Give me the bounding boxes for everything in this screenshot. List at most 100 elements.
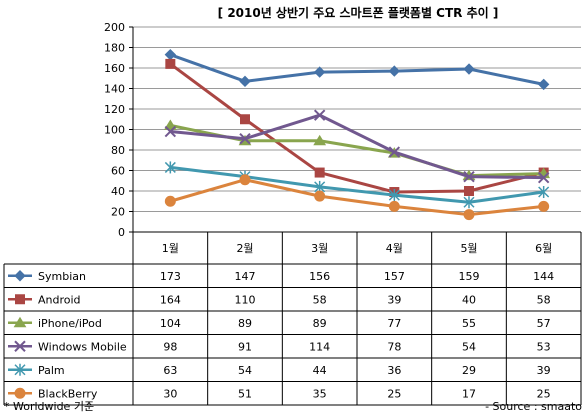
x-category-label: 5월 xyxy=(460,242,477,255)
table-cell-iphone-ipod: 89 xyxy=(313,317,327,330)
y-tick-label: 140 xyxy=(104,83,125,96)
y-tick-label: 120 xyxy=(104,103,125,116)
table-cell-android: 39 xyxy=(387,293,401,306)
footnote-left: * Worldwide 기준 xyxy=(4,400,94,413)
table-cell-symbian: 173 xyxy=(160,270,181,283)
data-point-android xyxy=(165,58,176,69)
table-cell-symbian: 144 xyxy=(533,270,554,283)
table-cell-symbian: 159 xyxy=(459,270,480,283)
legend-label-blackberry: BlackBerry xyxy=(38,387,98,400)
table-cell-symbian: 157 xyxy=(384,270,405,283)
y-tick-label: 40 xyxy=(111,185,125,198)
x-category-label: 3월 xyxy=(311,242,328,255)
data-point-palm xyxy=(388,189,400,202)
data-point-symbian xyxy=(537,78,550,91)
table-cell-windows-mobile: 78 xyxy=(387,340,401,353)
table-cell-iphone-ipod: 77 xyxy=(387,317,401,330)
series-line-android xyxy=(169,62,545,194)
y-tick-label: 200 xyxy=(104,21,125,34)
table-cell-palm: 44 xyxy=(313,364,327,377)
x-category-label: 6월 xyxy=(535,242,552,255)
legend-key-marker-iphone-ipod xyxy=(13,316,27,328)
table-cell-windows-mobile: 114 xyxy=(309,340,330,353)
table-cell-palm: 63 xyxy=(163,364,177,377)
table-cell-iphone-ipod: 89 xyxy=(238,317,252,330)
data-point-blackberry xyxy=(314,190,326,202)
series-lines xyxy=(163,48,551,221)
table-cell-iphone-ipod: 55 xyxy=(462,317,476,330)
table-cell-windows-mobile: 53 xyxy=(537,340,551,353)
data-point-windows-mobile xyxy=(388,146,401,158)
x-category-label: 2월 xyxy=(236,242,253,255)
x-category-label: 1월 xyxy=(162,242,179,255)
legend-label-windows-mobile: Windows Mobile xyxy=(38,340,127,353)
legend-label-symbian: Symbian xyxy=(38,270,86,283)
legend-key-marker-symbian xyxy=(14,270,26,282)
legend-key-marker-windows-mobile xyxy=(14,340,26,352)
data-point-blackberry xyxy=(239,174,251,186)
data-point-android xyxy=(464,186,474,196)
table-cell-blackberry: 30 xyxy=(163,387,177,400)
data-point-symbian xyxy=(313,66,326,78)
table-cell-blackberry: 51 xyxy=(238,387,252,400)
data-point-palm xyxy=(164,161,176,174)
table-cell-blackberry: 25 xyxy=(387,387,401,400)
table-cell-iphone-ipod: 104 xyxy=(160,317,181,330)
y-tick-label: 100 xyxy=(104,124,125,137)
series-line-palm xyxy=(170,165,544,204)
y-tick-label: 20 xyxy=(111,206,125,219)
data-point-windows-mobile xyxy=(239,133,251,145)
table-cell-blackberry: 25 xyxy=(537,387,551,400)
data-point-iphone-ipod xyxy=(163,119,177,130)
data-point-palm xyxy=(463,196,475,209)
data-point-symbian xyxy=(463,63,475,75)
series-line-symbian xyxy=(169,53,544,86)
data-point-iphone-ipod xyxy=(313,134,327,146)
table-cell-palm: 39 xyxy=(537,364,551,377)
data-table: 1월 2월 3월 4월 5월 6월 Symbian 173 147 156 157 159 144 And… xyxy=(3,232,582,406)
data-point-symbian xyxy=(239,75,251,88)
table-cell-blackberry: 35 xyxy=(313,387,327,400)
table-cell-symbian: 156 xyxy=(309,270,330,283)
data-point-palm xyxy=(538,186,550,199)
data-point-windows-mobile xyxy=(537,171,550,184)
table-cell-windows-mobile: 98 xyxy=(163,340,177,353)
table-cell-blackberry: 17 xyxy=(462,387,476,400)
data-point-windows-mobile xyxy=(164,125,177,138)
data-point-android xyxy=(240,114,250,125)
legend-label-iphone-ipod: iPhone/iPod xyxy=(38,317,102,330)
data-point-blackberry xyxy=(164,195,176,207)
chart-title: [ 2010년 상반기 주요 스마트폰 플랫폼별 CTR 추이 ] xyxy=(218,5,499,20)
y-tick-label: 60 xyxy=(111,165,125,178)
legend-key-marker-blackberry xyxy=(14,387,26,399)
legend-label-palm: Palm xyxy=(38,364,65,377)
data-point-windows-mobile xyxy=(313,109,326,121)
table-cell-palm: 54 xyxy=(238,364,252,377)
data-point-symbian xyxy=(164,48,177,61)
table-cell-windows-mobile: 54 xyxy=(462,340,476,353)
data-point-blackberry xyxy=(538,200,550,212)
table-cell-iphone-ipod: 57 xyxy=(537,317,551,330)
y-tick-label: 180 xyxy=(104,42,125,55)
series-line-windows-mobile xyxy=(170,113,544,180)
table-cell-android: 58 xyxy=(313,293,327,306)
table-cell-android: 58 xyxy=(537,293,551,306)
table-cell-android: 110 xyxy=(235,293,256,306)
series-line-blackberry xyxy=(169,178,544,217)
legend-key-marker-palm xyxy=(14,363,26,376)
data-point-android xyxy=(314,167,325,178)
y-tick-label: 80 xyxy=(111,144,125,157)
table-cell-android: 40 xyxy=(462,293,476,306)
data-point-blackberry xyxy=(463,209,475,221)
table-cell-android: 164 xyxy=(160,293,181,306)
table-cell-symbian: 147 xyxy=(235,270,256,283)
data-point-blackberry xyxy=(388,200,400,212)
y-tick-label: 0 xyxy=(118,226,125,239)
data-point-symbian xyxy=(388,65,401,77)
table-cell-palm: 36 xyxy=(387,364,401,377)
legend-key-marker-android xyxy=(15,294,25,305)
footnote-right: - Source : smaato xyxy=(485,400,582,413)
y-tick-label: 160 xyxy=(104,62,125,75)
table-cell-windows-mobile: 91 xyxy=(238,340,252,353)
